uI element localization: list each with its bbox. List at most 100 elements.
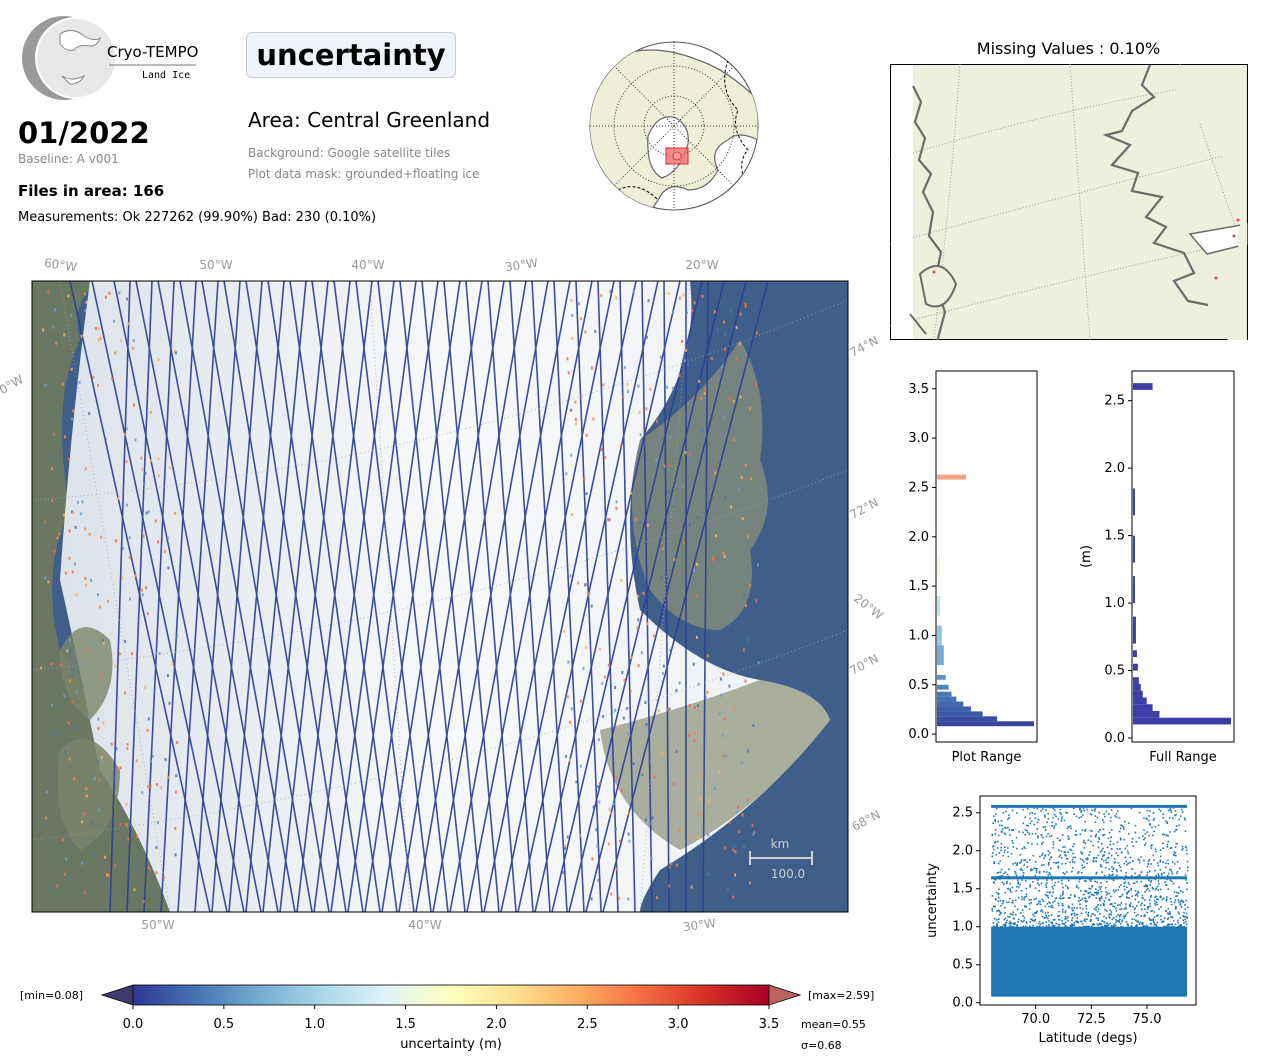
speckle-point (734, 850, 737, 854)
scatter-point (1134, 907, 1136, 909)
scatter-point (1078, 897, 1080, 899)
speckle-point (722, 416, 725, 420)
hist-bar (1133, 663, 1138, 671)
speckle-point (640, 651, 643, 655)
speckle-point (133, 403, 135, 407)
scatter-point (1138, 859, 1141, 862)
scatter-point (1120, 851, 1123, 853)
scatter-point (1053, 827, 1055, 829)
speckle-point (715, 534, 718, 538)
scatter-point (1025, 893, 1028, 896)
scatter-point (1109, 843, 1112, 846)
scatter-point (1139, 874, 1141, 876)
scatter-point (1124, 926, 1126, 929)
scatter-point (1079, 903, 1081, 906)
speckle-point (73, 562, 76, 566)
scatter-point (1157, 824, 1160, 827)
scatter-point (993, 841, 996, 844)
scatter-point (1157, 898, 1160, 901)
speckle-point (142, 900, 145, 903)
speckle-point (602, 383, 605, 387)
speckle-point (95, 327, 97, 330)
scatter-point (1013, 923, 1015, 925)
scatter-point (1009, 926, 1012, 929)
speckle-point (707, 833, 710, 837)
scatter-point (1060, 820, 1063, 822)
scatter-point (1166, 875, 1169, 877)
scatter-point (1016, 924, 1019, 927)
measurement-speckle (40, 290, 760, 903)
speckle-point (99, 336, 102, 340)
hist-frame (1131, 370, 1235, 743)
scatter-point (1121, 919, 1124, 921)
scatter-point (1087, 915, 1090, 917)
scatter-point (1005, 810, 1007, 813)
scatter-point (1074, 856, 1076, 859)
scatter-point (1173, 901, 1176, 904)
scatter-point (1152, 812, 1155, 814)
speckle-point (174, 853, 177, 857)
scatter-point (1071, 907, 1073, 910)
scatter-point (1038, 926, 1041, 928)
scatter-point (1180, 926, 1183, 928)
scatter-point (1124, 915, 1127, 917)
speckle-point (164, 758, 167, 761)
speckle-point (47, 291, 50, 294)
speckle-point (699, 798, 702, 802)
scatter-point (1146, 865, 1149, 868)
scatter-point (1000, 849, 1002, 852)
scatter-point (1186, 853, 1188, 855)
speckle-point (755, 331, 758, 335)
scatter-point (1079, 833, 1082, 836)
scatter-point (1143, 915, 1146, 917)
scatter-point (1046, 903, 1049, 905)
scatter-point (1182, 915, 1184, 917)
scatter-point (1166, 896, 1168, 898)
scatter-point (1071, 861, 1074, 863)
scatter-point (1140, 915, 1142, 917)
speckle-point (678, 296, 681, 300)
missing-values-map (890, 64, 1248, 340)
scatter-point (1064, 924, 1066, 927)
speckle-point (628, 811, 630, 815)
scatter-point (996, 872, 999, 874)
scatter-point (1158, 908, 1160, 911)
scatter-point (1019, 883, 1021, 886)
scatter-point (1067, 879, 1070, 882)
speckle-point (125, 427, 128, 431)
scatter-point (993, 882, 995, 884)
scatter-point (1014, 922, 1016, 925)
speckle-point (741, 813, 744, 817)
scatter-point (1083, 809, 1086, 812)
scatter-point (994, 897, 997, 900)
scatter-point (1079, 907, 1082, 909)
scatter-point (1022, 925, 1025, 928)
scatter-point (1036, 925, 1039, 928)
speckle-point (96, 759, 99, 763)
hist-bar (937, 625, 942, 646)
scatter-point (1062, 886, 1064, 889)
scatter-point (1102, 819, 1104, 821)
scatter-point (1030, 902, 1032, 904)
scatter-point (1066, 871, 1068, 873)
speckle-point (688, 523, 691, 527)
scatter-point (1120, 824, 1122, 826)
scatter-point (1100, 925, 1103, 928)
scatter-point (1079, 808, 1081, 811)
colorbar-tick-label: 0.0 (123, 1017, 144, 1032)
speckle-point (615, 500, 618, 504)
scatter-point (1131, 841, 1133, 843)
scatter-point (1171, 916, 1173, 918)
scatter-point (1140, 856, 1142, 858)
speckle-point (119, 766, 122, 770)
speckle-point (622, 395, 625, 399)
scatter-point (1067, 916, 1069, 918)
scatter-point (1083, 919, 1085, 922)
scatter-xtick-label: 72.5 (1077, 1012, 1106, 1027)
scatter-point (1113, 926, 1116, 929)
scatter-point (1061, 863, 1063, 865)
scatter-point (1058, 924, 1061, 926)
scatter-point (1177, 899, 1180, 901)
scatter-point (1028, 833, 1031, 835)
hist-bar (1133, 710, 1160, 718)
